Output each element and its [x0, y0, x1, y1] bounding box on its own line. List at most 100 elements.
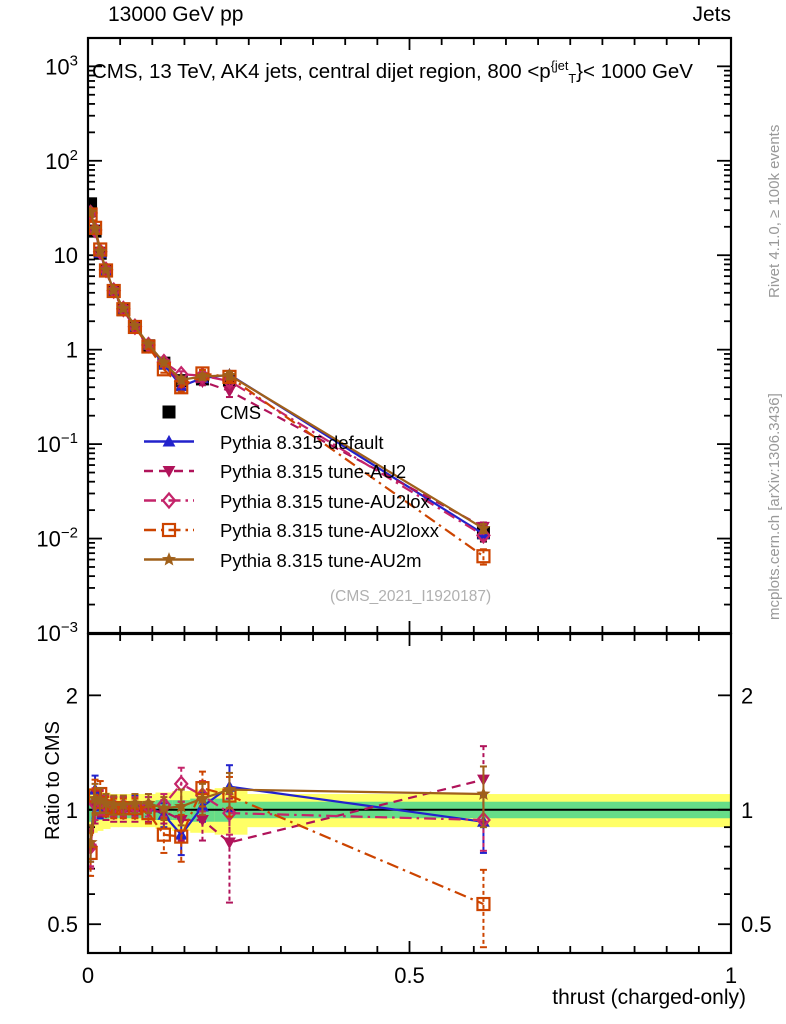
- legend-entry-5[interactable]: [144, 552, 194, 566]
- title-post: }< 1000 GeV: [576, 59, 693, 83]
- marker-star: [156, 800, 171, 815]
- marker-star: [89, 204, 98, 219]
- exponent: −3: [61, 619, 78, 636]
- marker-triangle-down: [223, 837, 236, 850]
- exponent: 3: [70, 52, 78, 69]
- main-y-tick-label: 103: [45, 52, 78, 79]
- marker-star: [93, 792, 108, 807]
- mantissa: 10: [36, 621, 60, 646]
- main-data-layer: [89, 197, 491, 566]
- exponent: −1: [61, 430, 78, 447]
- series-pythia-8-315-default: [89, 205, 490, 540]
- legend-entry-4[interactable]: [144, 522, 194, 538]
- x-tick-label: 1: [725, 963, 737, 988]
- marker-triangle-down: [223, 386, 236, 398]
- main-y-tick-label: 10−2: [36, 525, 78, 552]
- marker-star: [476, 521, 491, 535]
- page-title: CMS, 13 TeV, AK4 jets, central dijet reg…: [92, 58, 693, 86]
- mantissa: 10: [36, 527, 60, 552]
- legend-entry-1[interactable]: [144, 434, 194, 447]
- ratio-y-tick-label-left: 0.5: [47, 912, 78, 937]
- marker-star: [222, 367, 237, 382]
- marker-triangle-up: [174, 828, 188, 840]
- marker-star: [127, 318, 142, 332]
- ratio-series-pythia-8-315-tune-au2m: [89, 765, 491, 863]
- exponent: −2: [61, 525, 78, 542]
- title-sup: {jet: [550, 58, 569, 73]
- marker-star: [156, 355, 171, 369]
- series-line: [89, 212, 484, 535]
- title-pre: CMS, 13 TeV, AK4 jets, central dijet reg…: [92, 59, 551, 83]
- legend-entry-2[interactable]: [144, 466, 194, 478]
- marker-star: [195, 369, 210, 383]
- series-pythia-8-315-tune-au2m: [89, 204, 491, 535]
- header-left: 13000 GeV pp: [108, 3, 244, 26]
- x-axis-title: thrust (charged-only): [552, 986, 746, 1009]
- main-y-tick-label: 102: [45, 147, 78, 174]
- marker-star: [141, 795, 156, 810]
- marker-star: [161, 552, 177, 566]
- series-line: [89, 212, 484, 537]
- marker-triangle-down: [162, 466, 176, 478]
- marker-star: [93, 243, 108, 258]
- marker-star: [127, 795, 142, 810]
- marker-star: [476, 786, 491, 801]
- marker-star: [106, 282, 121, 297]
- exponent: 2: [70, 147, 78, 164]
- main-y-tick-label: 10: [54, 243, 78, 268]
- legend-label-4: Pythia 8.315 tune-AU2loxx: [220, 520, 440, 541]
- title-sub: T: [568, 70, 577, 86]
- x-tick-label: 0: [82, 963, 94, 988]
- legend-entry-0[interactable]: [162, 405, 176, 419]
- ratio-data-layer: [89, 745, 491, 949]
- marker-square-filled: [89, 197, 98, 211]
- marker-star: [222, 782, 237, 796]
- marker-star: [98, 795, 114, 810]
- ratio-y-tick-label-left: 1: [66, 798, 78, 823]
- marker-star: [116, 797, 131, 811]
- marker-square-open: [476, 549, 491, 564]
- marker-diamond-open: [475, 526, 491, 545]
- x-tick-label: 0.5: [394, 963, 425, 988]
- marker-star: [116, 301, 131, 315]
- marker-triangle-down: [196, 814, 209, 827]
- marker-square-open: [476, 896, 491, 912]
- marker-diamond-open: [161, 491, 177, 510]
- legend-label-0: CMS: [220, 402, 262, 423]
- marker-diamond-open: [222, 804, 237, 822]
- marker-star: [141, 336, 156, 351]
- marker-star: [89, 835, 98, 849]
- marker-star: [195, 791, 210, 805]
- marker-star: [174, 799, 189, 813]
- legend-entry-3[interactable]: [144, 491, 194, 510]
- main-y-tick-label: 10−1: [36, 430, 78, 457]
- marker-star: [89, 221, 103, 235]
- main-panel-frame: [86, 36, 733, 635]
- marker-square-open: [156, 827, 171, 842]
- ratio-y-tick-label-left: 2: [66, 683, 78, 708]
- ratio-y-tick-label-right: 2: [741, 683, 753, 708]
- marker-star: [106, 797, 121, 811]
- legend-label-3: Pythia 8.315 tune-AU2lox: [220, 490, 430, 512]
- marker-triangle-up: [162, 434, 176, 447]
- marker-star: [174, 372, 189, 386]
- legend-label-5: Pythia 8.315 tune-AU2m: [220, 549, 422, 571]
- main-y-tick-label: 10−3: [36, 619, 78, 646]
- mantissa: 10: [36, 432, 60, 457]
- mantissa: 10: [45, 54, 69, 79]
- marker-square-open: [174, 829, 189, 844]
- header-right: Jets: [692, 3, 731, 26]
- ratio-y-tick-label-right: 1: [741, 798, 753, 823]
- main-y-tick-label: 1: [66, 338, 78, 363]
- marker-square-filled: [162, 405, 176, 419]
- marker-star: [98, 262, 114, 276]
- ratio-y-tick-label-right: 0.5: [741, 912, 772, 937]
- marker-square-open: [161, 522, 177, 538]
- legend-label-1: Pythia 8.315 default: [220, 431, 384, 453]
- series-pythia-8-315-tune-au2: [89, 208, 490, 534]
- analysis-watermark: (CMS_2021_I1920187): [330, 588, 492, 605]
- legend-label-2: Pythia 8.315 tune-AU2: [220, 461, 407, 482]
- mantissa: 10: [45, 149, 69, 174]
